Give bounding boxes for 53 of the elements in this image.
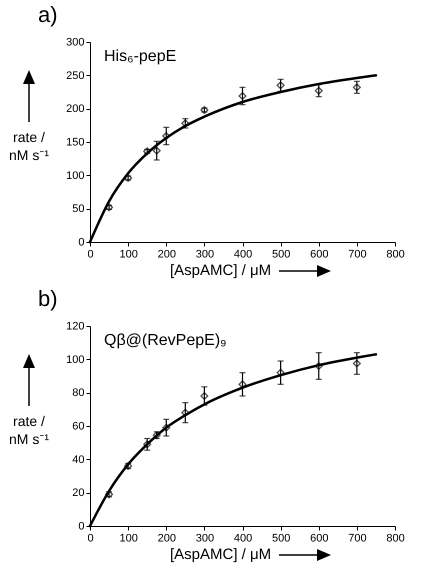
x-tick-label: 300 bbox=[196, 532, 214, 544]
y-tick-label: 60 bbox=[72, 420, 84, 432]
x-tick-label: 500 bbox=[272, 248, 290, 260]
x-tick-label: 400 bbox=[234, 532, 252, 544]
x-tick-label: 800 bbox=[386, 532, 405, 544]
x-tick-label: 200 bbox=[158, 248, 176, 260]
x-tick-label: 500 bbox=[272, 532, 290, 544]
y-tick-label: 50 bbox=[72, 203, 84, 216]
y-tick-label: 200 bbox=[66, 103, 84, 116]
point bbox=[314, 86, 323, 95]
annotation: His₆-pepE bbox=[104, 48, 176, 65]
x-tick-label: 800 bbox=[386, 248, 405, 260]
x-tick-label: 400 bbox=[234, 248, 252, 260]
y-tick-label: 150 bbox=[66, 136, 84, 148]
x-tick-label: 200 bbox=[158, 532, 176, 544]
y-tick-label: 40 bbox=[72, 454, 84, 466]
point bbox=[162, 132, 170, 140]
x-tick-label: 0 bbox=[87, 248, 94, 260]
point bbox=[181, 408, 190, 417]
x-axis-title: [AspAMC] / μM bbox=[170, 262, 272, 279]
x-tick-label: 600 bbox=[310, 248, 328, 260]
chart-title: a) bbox=[38, 2, 58, 28]
point bbox=[238, 92, 247, 100]
point bbox=[143, 440, 152, 448]
chart-title: b) bbox=[38, 286, 58, 312]
x-axis-title: [AspAMC] / μM bbox=[170, 546, 272, 563]
x-tick-label: 0 bbox=[87, 532, 94, 544]
y-tick-label: 120 bbox=[66, 320, 84, 332]
annotation: Qβ@(RevPepE)₉ bbox=[104, 332, 226, 349]
point bbox=[352, 359, 361, 368]
y-tick-label: 0 bbox=[78, 520, 84, 532]
point bbox=[276, 81, 285, 90]
y-tick-label: 80 bbox=[72, 387, 84, 400]
y-tick-label: 250 bbox=[66, 70, 84, 82]
y-tick-label: 100 bbox=[66, 354, 84, 366]
y-axis-title: rate / nM s⁻¹ bbox=[8, 128, 50, 164]
y-tick-label: 20 bbox=[72, 487, 84, 500]
x-tick-label: 300 bbox=[196, 248, 214, 260]
y-tick-label: 100 bbox=[66, 170, 84, 182]
y-tick-label: 0 bbox=[78, 236, 84, 248]
y-axis-title: rate / nM s⁻¹ bbox=[8, 412, 50, 448]
point bbox=[162, 424, 170, 432]
point bbox=[152, 146, 161, 155]
point bbox=[200, 392, 208, 400]
point bbox=[352, 83, 361, 92]
x-tick-label: 700 bbox=[348, 532, 367, 544]
x-tick-label: 600 bbox=[310, 532, 328, 544]
point bbox=[314, 362, 323, 370]
point bbox=[276, 368, 285, 377]
y-tick-label: 300 bbox=[66, 36, 84, 48]
x-tick-label: 100 bbox=[119, 532, 138, 544]
x-tick-label: 700 bbox=[348, 248, 367, 260]
x-tick-label: 100 bbox=[119, 248, 138, 260]
